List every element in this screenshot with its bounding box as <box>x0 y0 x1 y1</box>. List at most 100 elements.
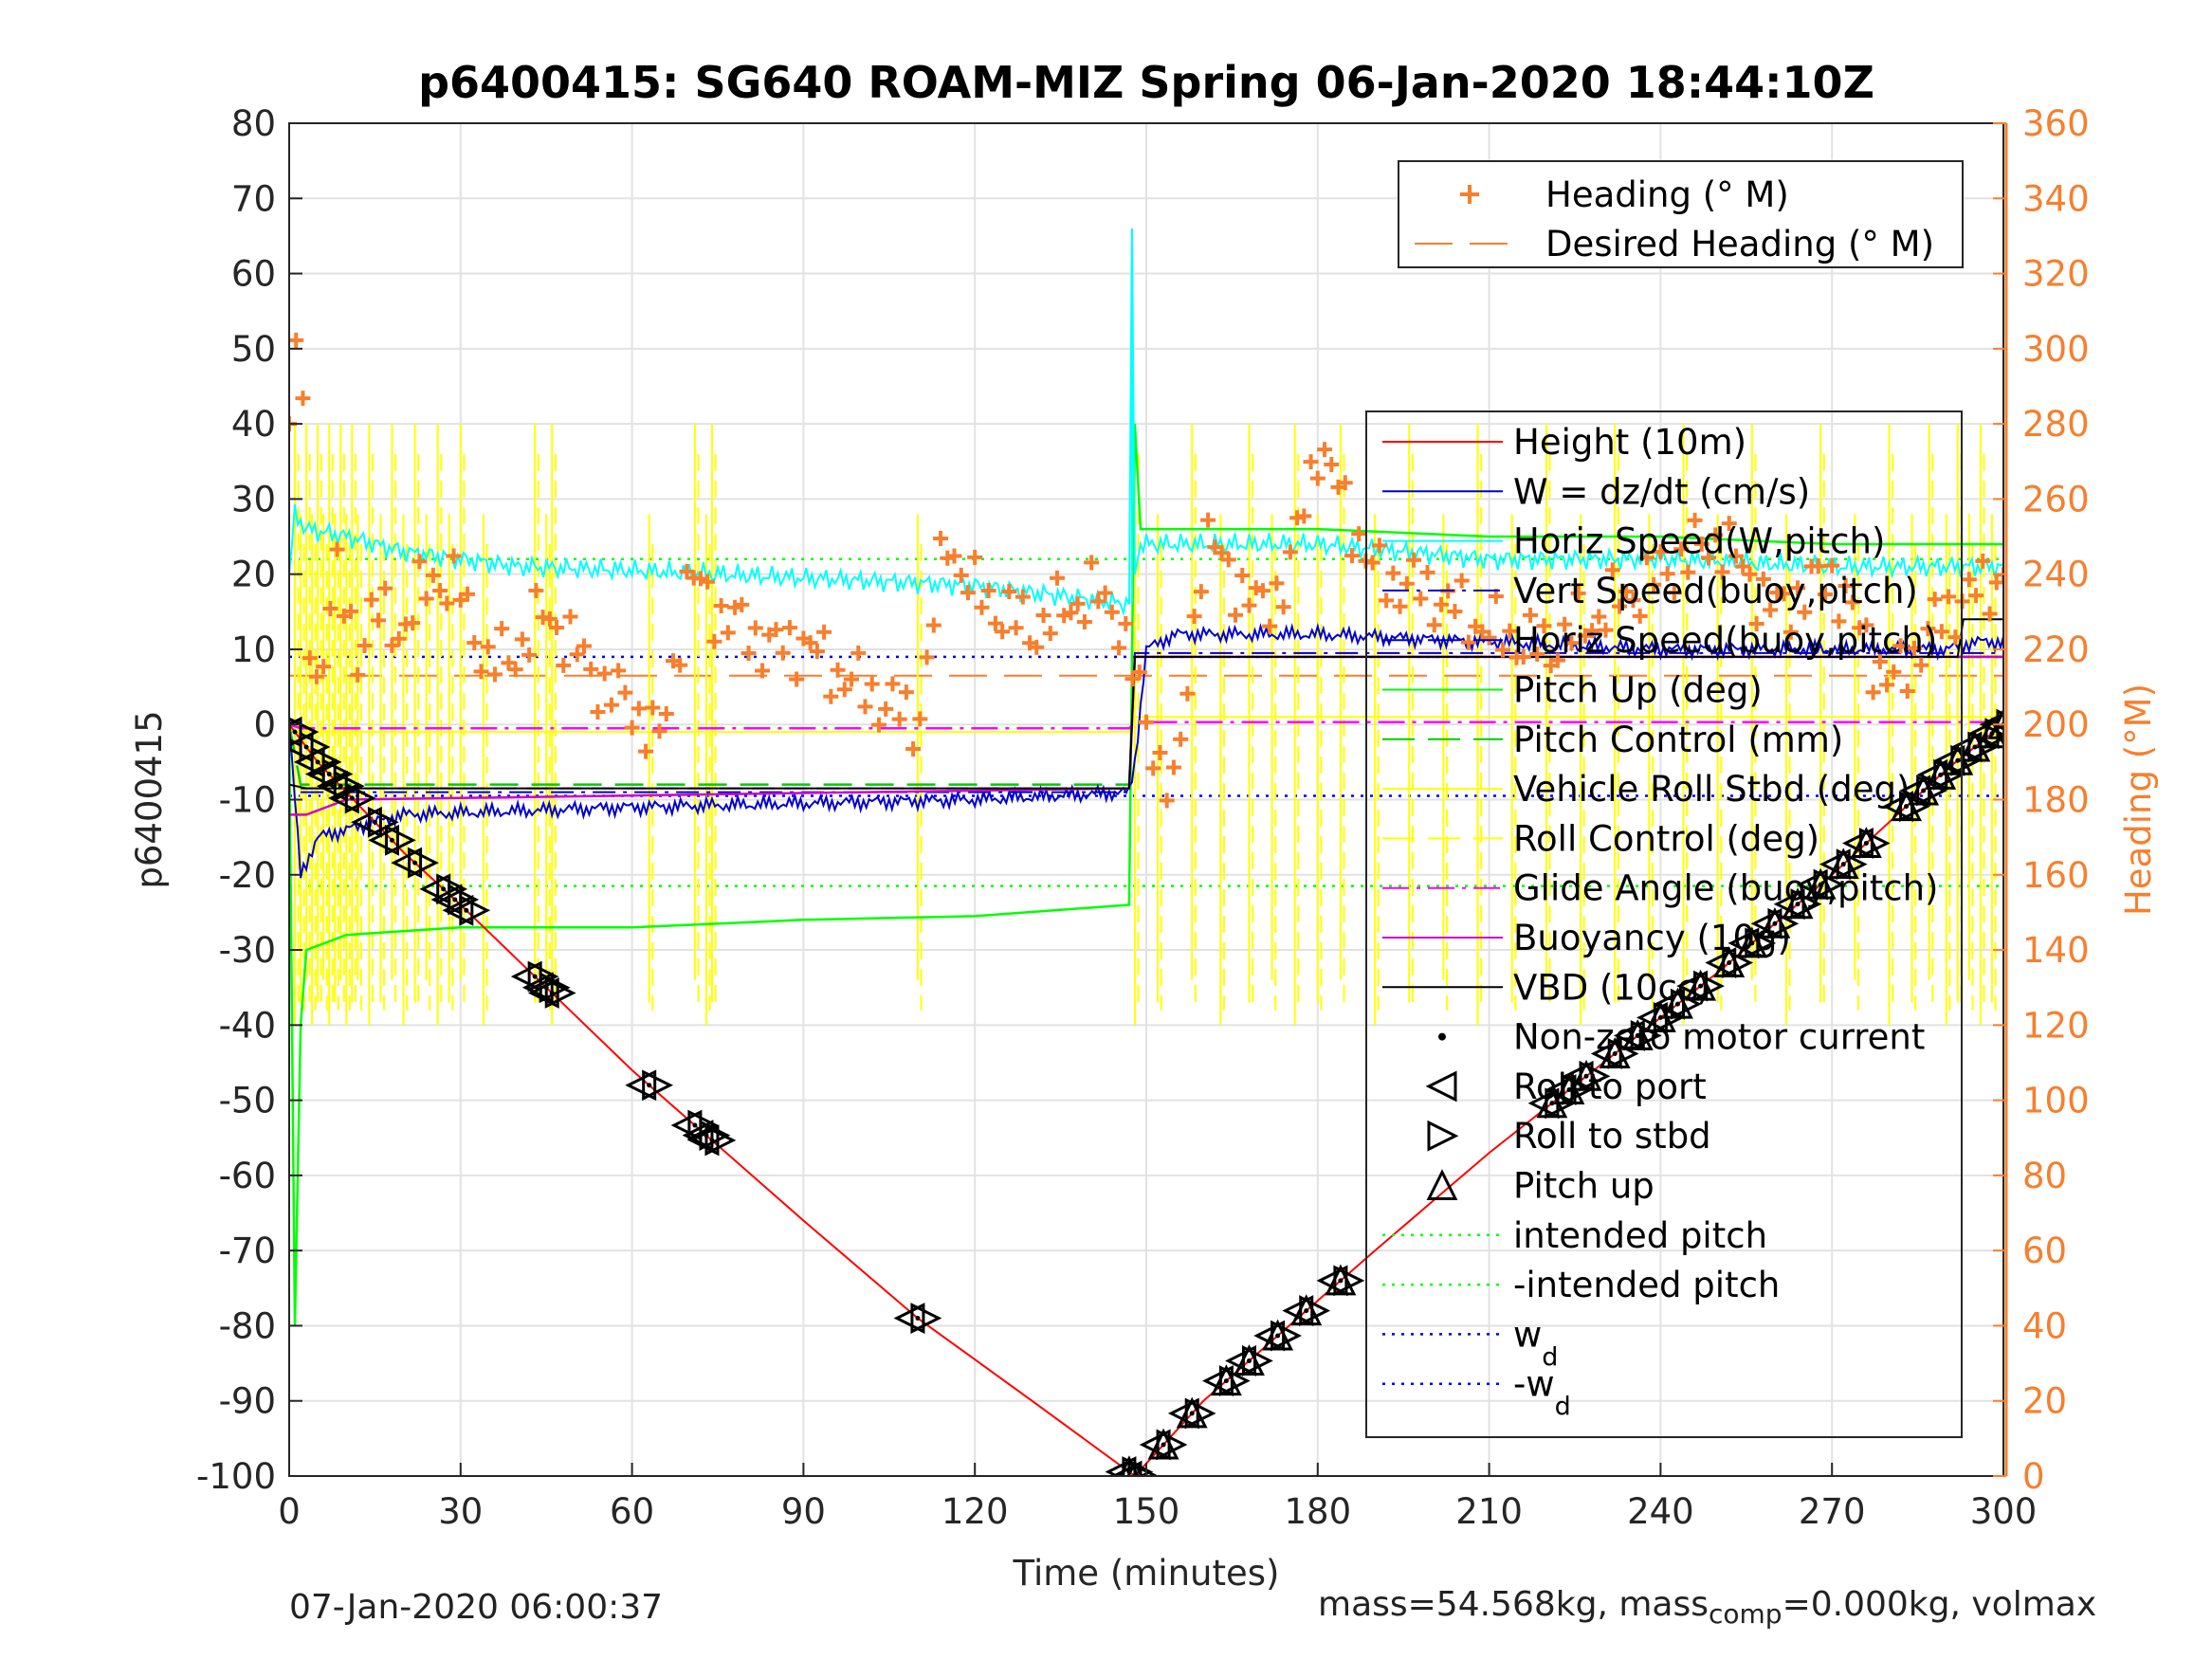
heading-point <box>1118 615 1134 631</box>
heading-point <box>1029 639 1045 655</box>
heading-point <box>486 666 503 683</box>
heading-point <box>672 657 688 673</box>
heading-point <box>1549 652 1565 668</box>
motor-current-dot <box>1904 804 1910 810</box>
heading-point <box>850 645 867 661</box>
heading-point <box>1139 714 1154 730</box>
legend-label: Pitch Control (mm) <box>1513 720 1843 760</box>
heading-point <box>816 624 832 640</box>
heading-point <box>1015 589 1031 605</box>
legend-marker <box>1425 1070 1457 1103</box>
pitch-up-marker <box>1736 926 1768 958</box>
roll-to-stbd-marker <box>344 782 376 814</box>
footer-mass-tail: =0.000kg, volmax <box>1782 1585 2097 1624</box>
roll-to-stbd-marker <box>459 894 491 926</box>
y2-tick-label: 280 <box>2022 404 2090 445</box>
motor-current-dot <box>1921 788 1927 793</box>
heading-point <box>1069 595 1086 611</box>
y-tick-label: 60 <box>231 254 276 295</box>
heading-point <box>1782 624 1799 640</box>
heading-point <box>1625 592 1641 609</box>
heading-point <box>1042 626 1058 642</box>
heading-point <box>624 720 640 736</box>
roll-to-stbd-marker <box>367 806 399 838</box>
y2-tick-label: 180 <box>2022 780 2090 821</box>
legend-label: Height (10m) <box>1513 422 1746 463</box>
heading-point <box>1419 564 1435 580</box>
heading-point <box>1309 470 1325 486</box>
y2-tick-label: 120 <box>2022 1005 2090 1046</box>
heading-point <box>1351 526 1367 542</box>
y2-tick-label: 160 <box>2022 855 2090 896</box>
heading-point <box>1584 623 1600 639</box>
pitch-up-marker <box>1176 1396 1208 1429</box>
pitch-up-marker <box>1290 1294 1323 1326</box>
heading-point <box>1947 629 1964 646</box>
heading-point <box>1131 664 1147 680</box>
footer-mass: mass=54.568kg, masscomp=0.000kg, volmax <box>1318 1585 2096 1630</box>
heading-point <box>878 701 894 717</box>
roll-to-port-marker <box>521 972 554 1004</box>
roll-to-stbd-marker <box>436 873 468 905</box>
y2-tick-label: 320 <box>2022 254 2090 295</box>
heading-point <box>1693 536 1709 552</box>
y2-tick-label: 40 <box>2022 1305 2067 1346</box>
heading-point <box>1035 607 1051 623</box>
heading-point <box>1824 557 1840 574</box>
chart-title: p6400415: SG640 ROAM-MIZ Spring 06-Jan-2… <box>418 57 1874 108</box>
heading-point <box>1282 544 1298 560</box>
roll-to-port-marker <box>391 847 423 879</box>
heading-point <box>836 682 852 698</box>
roll-to-stbd-marker <box>408 847 439 879</box>
heading-point <box>1413 591 1429 607</box>
motor-current-dot <box>915 1316 921 1322</box>
motor-current-dot <box>1612 1050 1618 1056</box>
pitch-up-marker <box>1599 1037 1631 1068</box>
heading-point <box>1886 664 1902 680</box>
heading-point <box>823 688 839 704</box>
motor-current-dot <box>1727 960 1732 966</box>
heading-point <box>1817 587 1833 603</box>
heading-point <box>700 574 716 590</box>
heading-point <box>549 619 565 635</box>
heading-point <box>720 625 736 641</box>
heading-point <box>1604 562 1620 578</box>
heading-point <box>1001 584 1017 600</box>
heading-point <box>1776 586 1792 602</box>
heading-point <box>1433 596 1449 612</box>
heading-point <box>1755 571 1771 587</box>
heading-point <box>734 596 750 612</box>
pitch-up-marker <box>1685 969 1717 1001</box>
heading-point <box>1084 555 1100 571</box>
heading-point <box>446 548 462 564</box>
motor-current-dot <box>1938 772 1944 777</box>
heading-point <box>645 700 661 716</box>
roll-to-stbd-marker <box>321 758 354 790</box>
heading-point <box>1515 649 1531 665</box>
heading-point <box>638 743 654 759</box>
y-tick-label: -50 <box>219 1081 276 1121</box>
heading-point <box>1522 607 1538 623</box>
legend-label: Roll Control (deg) <box>1513 818 1819 859</box>
motor-current-dot <box>1189 1411 1195 1416</box>
motor-current-dot <box>1749 940 1755 946</box>
pitch-up-marker <box>1210 1364 1242 1396</box>
motor-current-dot <box>1549 1101 1555 1106</box>
motor-current-dot <box>389 837 394 843</box>
heading-point <box>1200 512 1216 528</box>
y2-tick-labels: 3603403203002802602402202001801601401201… <box>1993 103 2090 1497</box>
y2-tick-label: 220 <box>2022 629 2090 670</box>
heading-point <box>1173 731 1189 747</box>
legend-label: -wd <box>1513 1364 1571 1422</box>
heading-point <box>329 541 345 557</box>
heading-point <box>1570 585 1586 601</box>
legend-label: Vert Speed(buoy,pitch) <box>1513 571 1918 611</box>
motor-current-dot <box>452 897 458 902</box>
heading-point <box>391 630 407 647</box>
x-tick-label: 210 <box>1455 1491 1523 1532</box>
pitch-up-marker <box>1325 1264 1357 1296</box>
y-tick-label: -100 <box>196 1456 276 1497</box>
motor-current-dot <box>1795 902 1801 907</box>
heading-point <box>494 621 510 637</box>
